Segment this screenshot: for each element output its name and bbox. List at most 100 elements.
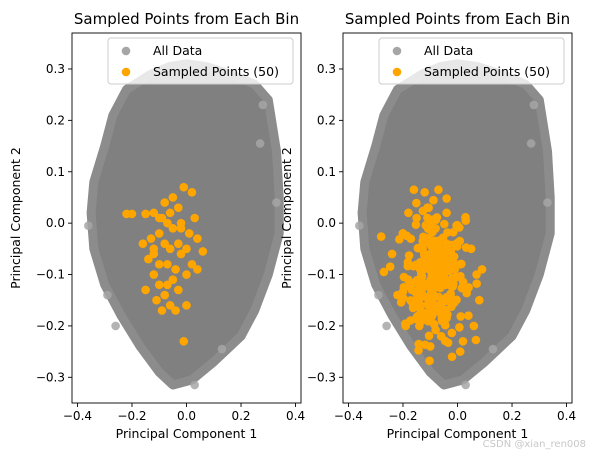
y-tick-label: 0.3 bbox=[46, 62, 65, 76]
sampled-point bbox=[165, 244, 175, 254]
x-tick-label: 0.2 bbox=[231, 409, 250, 423]
y-axis-label: Principal Component 2 bbox=[279, 147, 294, 289]
legend-marker-sampled bbox=[392, 67, 402, 77]
sampled-point bbox=[174, 239, 183, 248]
sampled-point bbox=[152, 295, 161, 305]
sampled-point bbox=[404, 251, 414, 260]
sampled-point bbox=[387, 249, 397, 259]
sampled-point bbox=[456, 271, 465, 281]
y-tick-label: −0.2 bbox=[36, 319, 65, 333]
sampled-point bbox=[443, 338, 453, 348]
sampled-point bbox=[446, 277, 456, 287]
sampled-point bbox=[419, 232, 428, 242]
sampled-point bbox=[440, 320, 450, 330]
sampled-point bbox=[419, 311, 428, 320]
sampled-point bbox=[376, 232, 386, 241]
sampled-point bbox=[171, 306, 180, 315]
sampled-point bbox=[193, 265, 202, 274]
all-data-point bbox=[529, 100, 539, 110]
sampled-point bbox=[182, 244, 191, 254]
x-tick-label: −0.4 bbox=[334, 409, 363, 423]
sampled-point bbox=[461, 216, 470, 225]
y-tick-label: −0.3 bbox=[307, 370, 336, 384]
sampled-point bbox=[408, 297, 417, 307]
sampled-point bbox=[432, 248, 442, 258]
sampled-point bbox=[447, 328, 457, 338]
right-scatter-panel: −0.4 −0.2 0.0 0.2 0.4 −0.3 −0.2 −0.1 0.0 0.1 0.2 0.… bbox=[279, 10, 576, 441]
sampled-point bbox=[163, 218, 172, 228]
sampled-point bbox=[149, 249, 159, 259]
y-tick-label: 0.0 bbox=[317, 216, 336, 230]
sampled-point bbox=[179, 182, 189, 192]
sampled-point bbox=[439, 252, 449, 262]
sampled-point bbox=[171, 265, 180, 274]
sampled-point bbox=[425, 356, 434, 366]
legend: All Data Sampled Points (50) bbox=[107, 37, 294, 85]
x-tick-label: 0.0 bbox=[177, 409, 196, 423]
sampled-point bbox=[431, 325, 440, 335]
y-tick-label: 0.1 bbox=[317, 165, 336, 179]
all-data-point bbox=[190, 380, 199, 390]
y-tick-label: 0.3 bbox=[317, 62, 336, 76]
left-scatter-panel: −0.4 −0.2 0.0 0.2 0.4 −0.3 −0.2 −0.1 0.0 0.1 0.2 0.… bbox=[8, 10, 305, 441]
x-tick-label: 0.0 bbox=[448, 409, 467, 423]
all-data-point bbox=[258, 100, 268, 110]
sampled-point bbox=[187, 188, 197, 197]
x-tick-label: −0.4 bbox=[63, 409, 92, 423]
legend-marker-all-data bbox=[392, 46, 402, 56]
sampled-point bbox=[165, 301, 175, 310]
sampled-point bbox=[442, 208, 451, 218]
legend-box bbox=[107, 37, 294, 85]
sampled-point bbox=[455, 323, 464, 332]
sampled-point bbox=[472, 270, 481, 279]
sampled-point bbox=[423, 213, 432, 223]
sampled-point bbox=[439, 219, 449, 229]
x-tick-label: −0.2 bbox=[117, 409, 146, 423]
sampled-point bbox=[415, 284, 424, 293]
sampled-point bbox=[416, 269, 426, 279]
sampled-point bbox=[436, 331, 446, 341]
all-data-point bbox=[111, 321, 120, 331]
sampled-point bbox=[425, 342, 435, 351]
sampled-point bbox=[157, 213, 167, 223]
x-axis-label: Principal Component 1 bbox=[387, 426, 529, 441]
sampled-point bbox=[168, 193, 178, 202]
sampled-point bbox=[401, 321, 411, 331]
legend: All Data Sampled Points (50) bbox=[378, 37, 565, 85]
sampled-point bbox=[412, 213, 421, 223]
sampled-point bbox=[160, 290, 169, 300]
all-data-point bbox=[374, 290, 383, 300]
all-data-point bbox=[84, 221, 93, 231]
legend-label-all-data: All Data bbox=[153, 43, 202, 58]
sampled-point bbox=[447, 352, 457, 362]
sampled-point bbox=[398, 229, 408, 238]
legend-box bbox=[378, 37, 565, 85]
sampled-point bbox=[447, 299, 457, 308]
sampled-point bbox=[423, 203, 432, 213]
sampled-point bbox=[407, 285, 417, 295]
y-axis-label: Principal Component 2 bbox=[8, 147, 23, 289]
sampled-point bbox=[141, 209, 150, 219]
sampled-point bbox=[434, 185, 443, 195]
all-data-point bbox=[382, 321, 391, 331]
sampled-point bbox=[393, 290, 402, 300]
sampled-point bbox=[457, 283, 467, 293]
sampled-point bbox=[424, 316, 433, 326]
sampled-point bbox=[471, 335, 481, 345]
x-axis-label: Principal Component 1 bbox=[116, 426, 258, 441]
sampled-point bbox=[163, 280, 172, 290]
all-data-point bbox=[255, 139, 265, 148]
sampled-point bbox=[176, 249, 186, 259]
sampled-point bbox=[157, 306, 167, 315]
sampled-point bbox=[182, 270, 191, 279]
y-tick-label: 0.0 bbox=[46, 216, 65, 230]
sampled-point bbox=[385, 262, 395, 271]
sampled-point bbox=[163, 259, 172, 269]
y-tick-label: −0.3 bbox=[36, 370, 65, 384]
sampled-point bbox=[446, 247, 456, 257]
all-data-point bbox=[526, 139, 536, 148]
sampled-point bbox=[450, 265, 460, 274]
sampled-point bbox=[414, 339, 423, 349]
sampled-point bbox=[477, 265, 487, 274]
